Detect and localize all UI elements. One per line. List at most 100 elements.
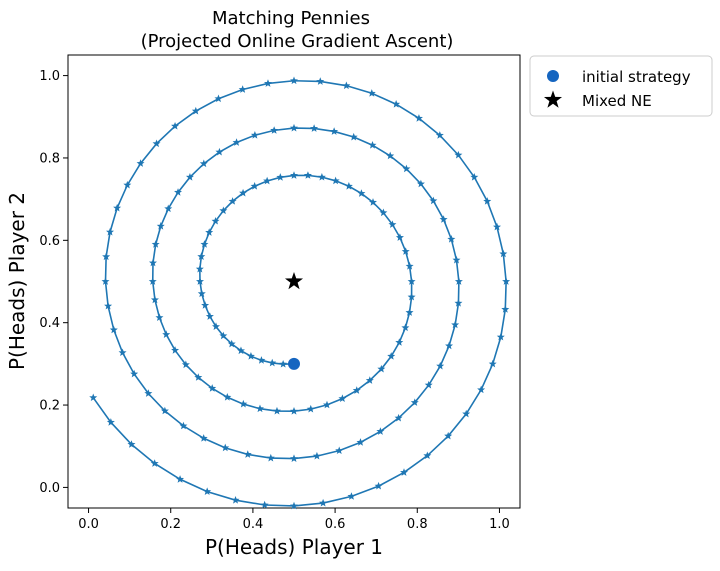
trajectory-point [290,501,298,510]
trajectory-point [232,138,241,146]
trajectory-point [435,131,444,139]
trajectory-point [223,393,232,401]
trajectory-point [279,359,288,368]
y-tick-label: 0.0 [39,481,60,496]
trajectory-point [377,364,386,373]
legend-box [529,55,713,117]
trajectory-point [263,79,272,87]
trajectory-point [447,235,456,243]
trajectory-point [231,496,240,504]
trajectory-point [151,240,160,248]
trajectory-point [227,339,236,348]
trajectory-point [477,385,486,394]
trajectory-point [239,399,248,408]
trajectory-point [260,500,269,509]
trajectory-point [199,159,208,168]
trajectory-point [405,262,414,270]
trajectory-point [374,481,383,490]
legend-mixed-ne-label: Mixed NE [582,92,652,110]
trajectory-point [176,475,185,483]
trajectory-point [376,427,385,435]
trajectory-point [496,332,505,341]
trajectory-point [290,454,298,462]
trajectory-point [148,258,157,267]
trajectory-point [118,348,127,357]
trajectory-point [352,386,361,394]
trajectory-point [257,356,266,364]
trajectory-point [156,221,165,230]
trajectory-point [127,440,136,448]
y-tick-label: 0.2 [39,399,60,414]
x-tick-label: 0.8 [407,517,428,532]
y-tick-label: 0.8 [39,151,60,166]
trajectory-point [179,421,188,430]
trajectory-point [335,446,344,455]
trajectory-point [502,277,511,285]
trajectory-point [488,359,497,368]
trajectory-point [401,247,410,255]
trajectory-point [414,114,423,122]
trajectory-point [219,331,228,340]
trajectory-point [387,352,396,360]
trajectory-point [312,451,321,460]
trajectory-point [211,216,220,225]
trajectory-point [205,312,214,320]
legend-initial-strategy-label: initial strategy [582,68,691,86]
legend-mixed-ne-marker [543,90,563,108]
trajectory-point [323,400,331,409]
trajectory-point [162,330,171,338]
trajectory-markers [89,76,511,510]
trajectory-point [203,487,212,495]
trajectory-point [319,498,328,507]
trajectory-point [356,438,365,446]
trajectory-point [470,172,479,181]
y-axis-label: P(Heads) Player 2 [5,192,29,370]
trajectory-point [150,459,159,467]
trajectory-point [152,139,161,148]
trajectory-point [214,94,223,103]
trajectory-point [256,404,264,413]
initial-strategy-point [288,357,300,370]
trajectory-point [306,404,315,413]
trajectory-point [317,172,326,181]
trajectory-point [205,228,214,236]
x-tick-label: 0.0 [78,517,99,532]
trajectory-point [310,124,319,132]
trajectory-point [270,126,279,134]
trajectory-point [195,264,204,273]
trajectory-point [349,132,358,141]
trajectory-point [130,369,139,378]
trajectory-point [148,277,157,285]
legend: initial strategy Mixed NE [529,55,713,117]
trajectory-point [228,197,237,205]
trajectory-point [272,406,281,415]
trajectory-point [436,361,445,370]
plot-frame [67,54,521,509]
trajectory-point [236,346,245,355]
trajectory-point [194,373,203,381]
trajectory-point [109,325,118,334]
y-axis-ticks: 0.0 0.2 0.4 0.6 0.8 1.0 [39,69,68,496]
trajectory-point [171,346,180,354]
trajectory-point [101,277,110,285]
trajectory-point [106,418,115,426]
trajectory-point [454,277,463,285]
trajectory-point [266,453,275,462]
x-tick-label: 0.2 [160,517,181,532]
trajectory-point [201,301,210,309]
trajectory-point [106,227,115,236]
trajectory-point [102,252,111,261]
trajectory-point [402,164,411,173]
legend-initial-strategy-marker [547,70,559,82]
trajectory-point [454,150,463,159]
trajectory-point [445,341,454,350]
trajectory-point [388,220,397,228]
trajectory-point [250,131,259,139]
trajectory-point [429,196,438,205]
trajectory-point [89,393,98,402]
trajectory-point [369,198,377,206]
trajectory-point [250,182,259,190]
trajectory-point [174,188,183,196]
trajectory-point [405,308,414,316]
